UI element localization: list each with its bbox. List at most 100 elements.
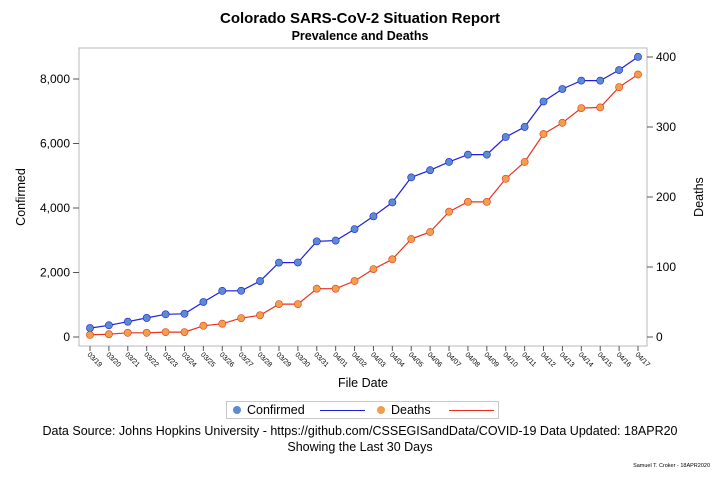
data-point-deaths xyxy=(350,277,359,285)
data-point-deaths xyxy=(256,311,264,320)
x-tick-label: 03/31 xyxy=(312,351,329,368)
x-tick-label: 03/23 xyxy=(161,351,178,368)
data-point-confirmed xyxy=(501,133,510,141)
data-point-confirmed xyxy=(218,286,227,295)
x-tick-label: 03/27 xyxy=(237,351,254,368)
series-line-deaths xyxy=(89,74,639,336)
y-left-tick-label: 2,000 xyxy=(40,266,70,280)
x-tick-label: 04/11 xyxy=(520,351,537,368)
x-tick-label: 04/01 xyxy=(331,351,348,368)
y-right-tick-label: 200 xyxy=(656,190,676,204)
data-point-confirmed xyxy=(312,237,321,246)
data-point-confirmed xyxy=(407,173,416,182)
x-tick-label: 03/22 xyxy=(142,351,159,368)
data-point-deaths xyxy=(104,330,113,339)
legend: Confirmed Deaths xyxy=(226,401,499,419)
x-tick-label: 04/03 xyxy=(369,351,386,368)
data-point-deaths xyxy=(331,284,340,293)
data-point-confirmed xyxy=(445,158,453,166)
data-point-deaths xyxy=(445,207,453,216)
x-tick-label: 03/20 xyxy=(104,351,121,368)
data-point-confirmed xyxy=(577,76,586,85)
x-tick-label: 03/19 xyxy=(86,351,103,368)
x-tick-label: 04/06 xyxy=(426,351,443,368)
data-point-confirmed xyxy=(482,150,491,159)
data-point-deaths xyxy=(558,118,567,127)
legend-marker-deaths xyxy=(377,406,385,414)
legend-marker-confirmed xyxy=(233,406,241,414)
data-point-deaths xyxy=(634,70,642,79)
data-point-deaths xyxy=(596,103,605,112)
data-point-deaths xyxy=(218,319,227,328)
data-point-deaths xyxy=(142,328,151,337)
data-point-deaths xyxy=(426,228,435,236)
data-point-confirmed xyxy=(388,198,397,207)
y-left-tick-label: 4,000 xyxy=(40,201,70,215)
legend-line-confirmed xyxy=(320,410,365,412)
x-tick-label: 04/04 xyxy=(388,351,405,368)
data-point-confirmed xyxy=(237,286,246,295)
data-point-confirmed xyxy=(331,236,340,245)
data-point-confirmed xyxy=(558,85,567,93)
x-tick-label: 04/02 xyxy=(350,351,367,368)
data-point-confirmed xyxy=(180,309,189,318)
data-point-deaths xyxy=(539,130,548,138)
data-point-confirmed xyxy=(256,277,264,285)
data-point-confirmed xyxy=(161,310,170,319)
x-tick-label: 04/05 xyxy=(407,351,424,368)
data-point-deaths xyxy=(501,174,510,183)
data-point-confirmed xyxy=(426,166,435,175)
data-point-confirmed xyxy=(275,258,283,267)
data-point-confirmed xyxy=(369,212,378,221)
x-tick-label: 04/15 xyxy=(596,351,613,368)
x-tick-label: 04/16 xyxy=(615,351,632,368)
x-tick-label: 04/08 xyxy=(464,351,481,368)
data-point-confirmed xyxy=(142,314,151,322)
x-tick-label: 03/26 xyxy=(218,351,235,368)
data-point-confirmed xyxy=(199,298,208,306)
data-point-deaths xyxy=(482,197,491,206)
data-point-deaths xyxy=(237,314,246,322)
x-tick-label: 04/09 xyxy=(482,351,499,368)
data-point-deaths xyxy=(520,158,529,166)
x-tick-label: 04/17 xyxy=(634,351,651,368)
legend-label-confirmed: Confirmed xyxy=(247,403,305,417)
y-left-axis-label: Confirmed xyxy=(14,168,28,226)
data-point-deaths xyxy=(199,321,208,330)
y-right-tick-label: 100 xyxy=(656,260,676,274)
data-point-deaths xyxy=(464,197,472,206)
data-point-deaths xyxy=(161,328,170,336)
data-point-confirmed xyxy=(350,225,359,233)
data-point-deaths xyxy=(312,284,321,293)
legend-label-deaths: Deaths xyxy=(391,403,431,417)
data-point-confirmed xyxy=(104,321,113,330)
y-left-tick-label: 8,000 xyxy=(40,72,70,86)
x-tick-label: 03/21 xyxy=(123,351,140,368)
author-credit: Samuel T. Croker - 18APR2020 xyxy=(633,463,710,469)
x-tick-label: 03/29 xyxy=(275,351,292,368)
data-point-deaths xyxy=(293,300,302,308)
data-point-deaths xyxy=(86,330,94,339)
data-point-confirmed xyxy=(293,258,302,267)
data-point-confirmed xyxy=(634,52,642,61)
y-right-axis-label: Deaths xyxy=(692,177,706,217)
data-point-deaths xyxy=(369,265,378,273)
data-point-deaths xyxy=(123,328,132,337)
x-tick-label: 04/10 xyxy=(501,351,518,368)
data-point-confirmed xyxy=(86,324,94,332)
data-point-confirmed xyxy=(520,123,529,131)
data-source-note: Data Source: Johns Hopkins University - … xyxy=(42,424,678,438)
legend-line-deaths xyxy=(449,410,494,412)
x-tick-label: 03/24 xyxy=(180,351,197,368)
x-axis-label: File Date xyxy=(338,376,388,390)
data-point-deaths xyxy=(388,255,397,264)
data-point-deaths xyxy=(180,328,189,336)
y-right-tick-label: 400 xyxy=(656,50,676,64)
x-tick-label: 04/07 xyxy=(445,351,462,368)
chart-title: Colorado SARS-CoV-2 Situation Report xyxy=(219,10,500,27)
x-tick-label: 04/13 xyxy=(558,351,575,368)
x-tick-label: 03/25 xyxy=(199,351,216,368)
data-point-confirmed xyxy=(123,317,132,326)
y-right-tick-label: 0 xyxy=(656,330,663,344)
